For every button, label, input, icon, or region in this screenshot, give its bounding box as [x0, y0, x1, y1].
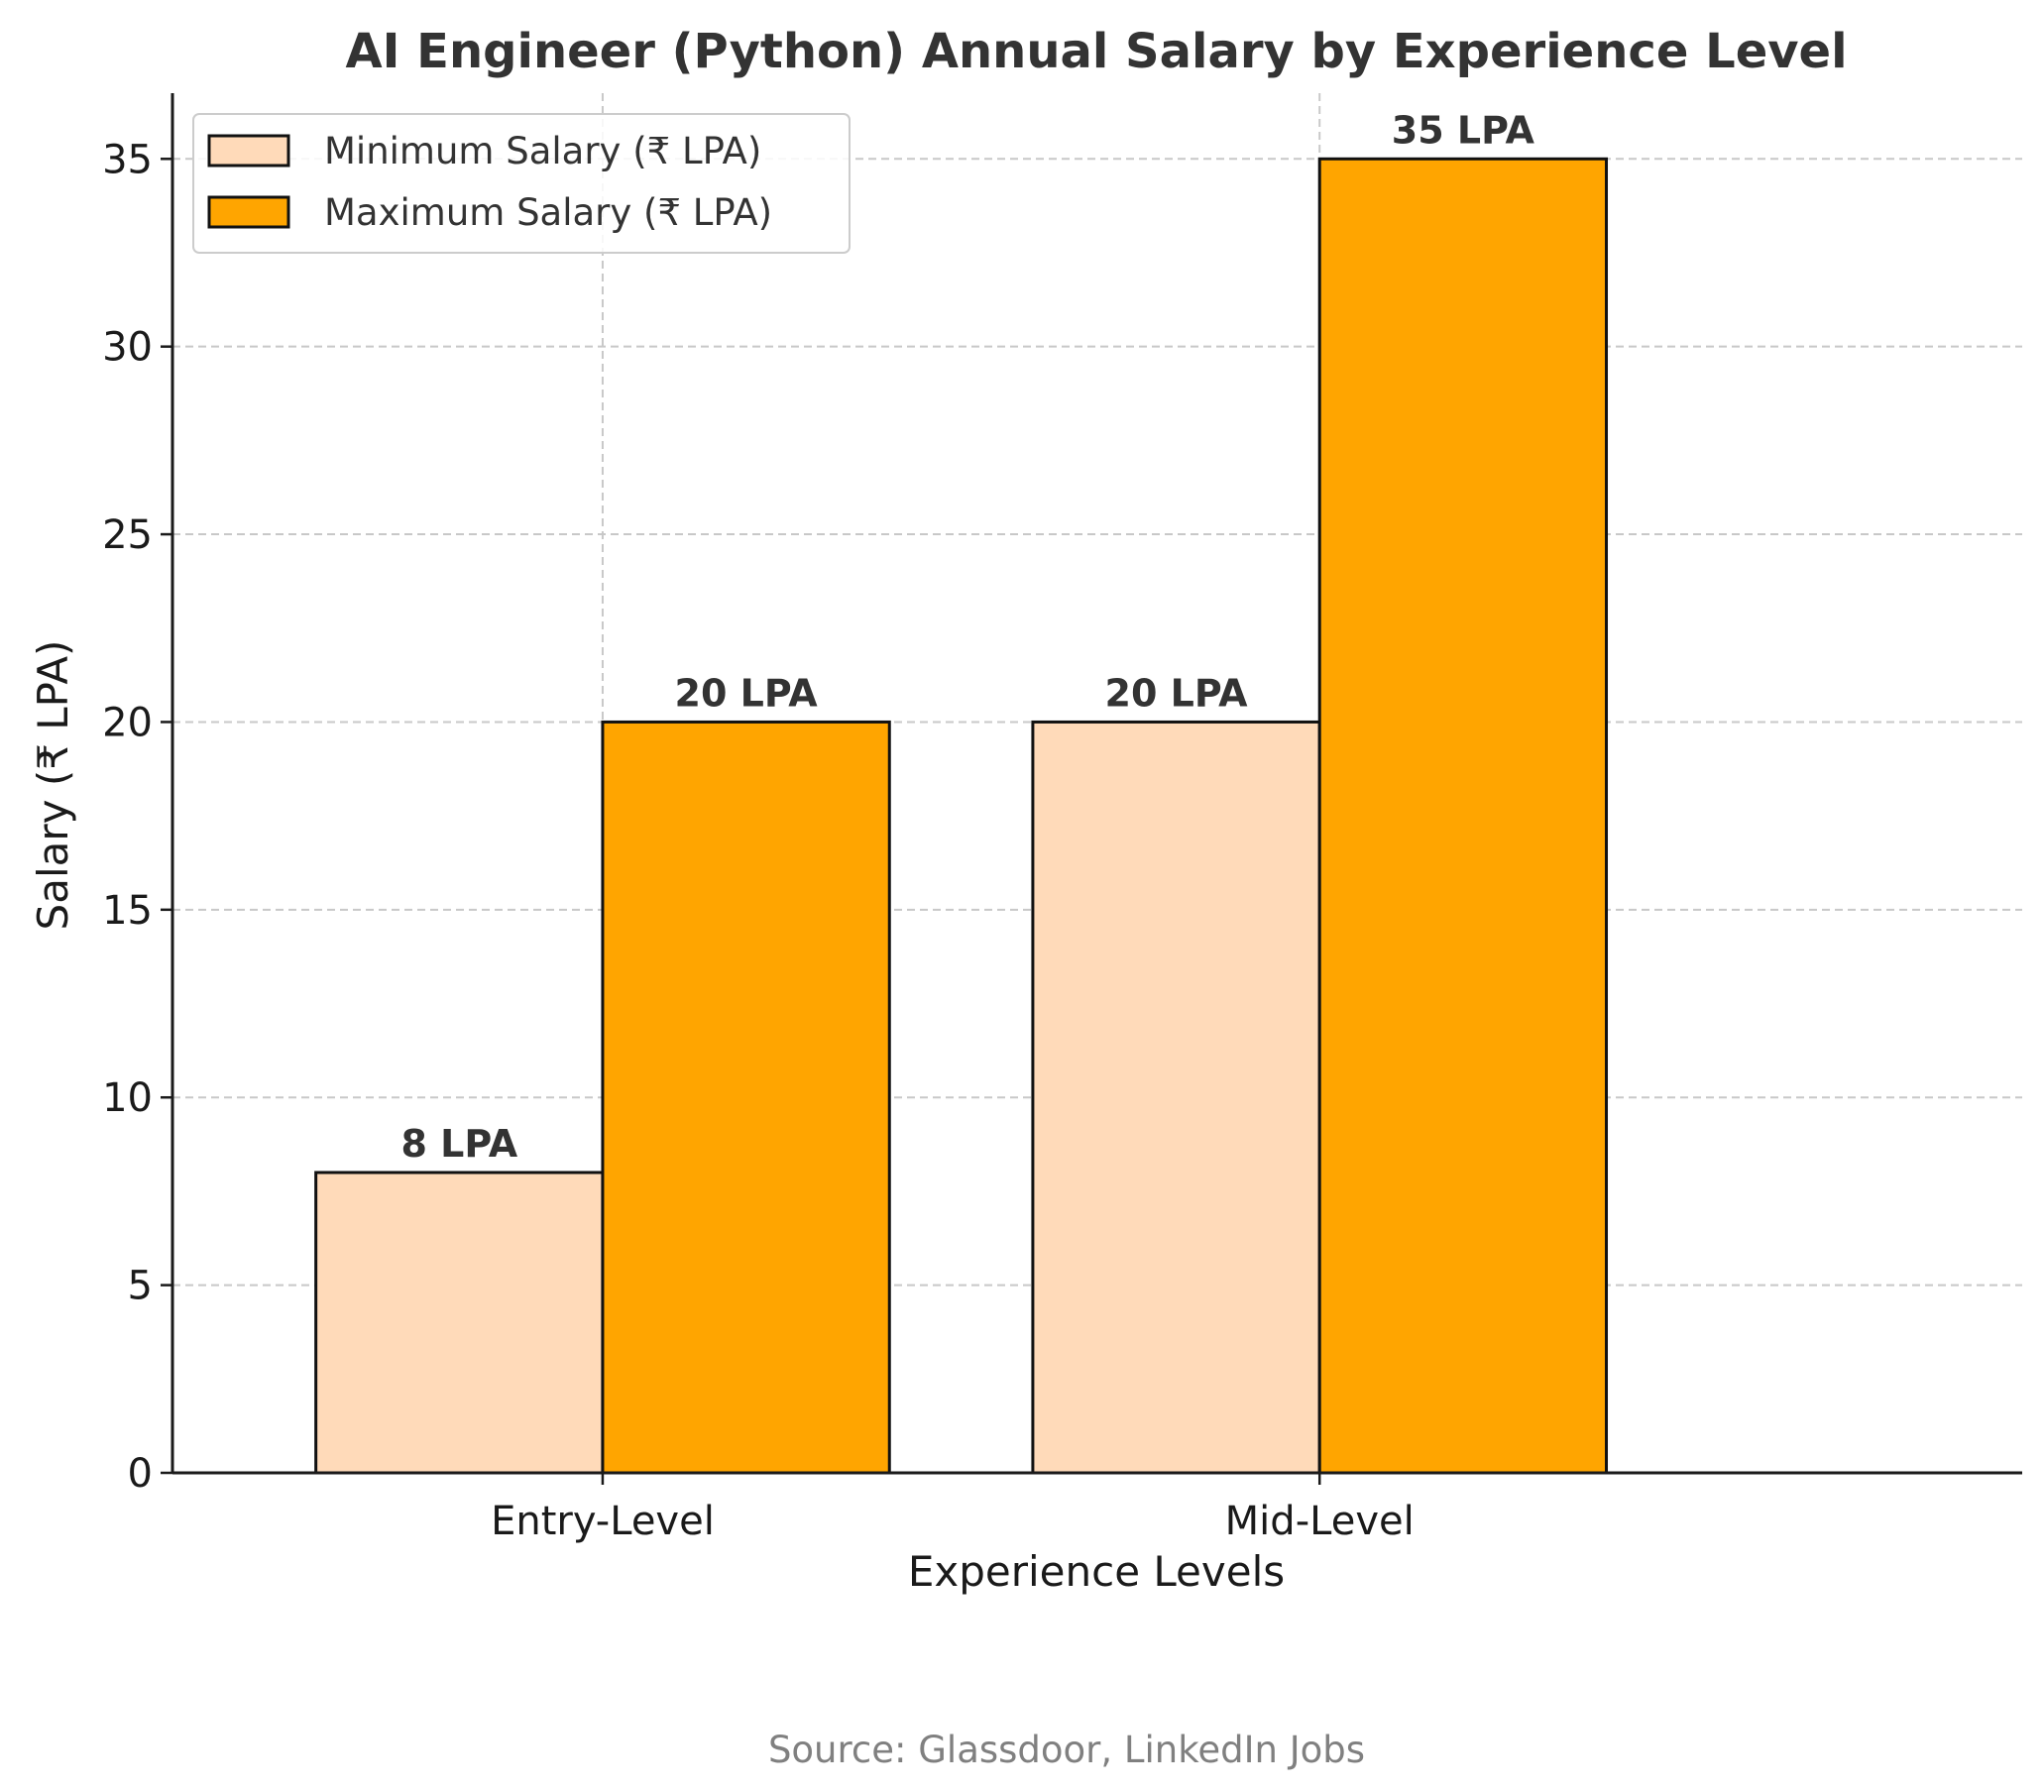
y-tick-label: 25 [102, 512, 153, 558]
legend-label: Minimum Salary (₹ LPA) [324, 130, 761, 172]
bar-value-label: 35 LPA [1392, 108, 1535, 152]
y-axis-label: Salary (₹ LPA) [29, 640, 77, 931]
legend-swatch [207, 134, 290, 168]
axes-group [170, 93, 2022, 1475]
x-tick-label: Mid-Level [1225, 1499, 1415, 1544]
y-tick-label: 30 [102, 325, 153, 371]
chart-title: AI Engineer (Python) Annual Salary by Ex… [345, 24, 1847, 79]
y-tick-label: 20 [102, 700, 153, 745]
source-note: Source: Glassdoor, LinkedIn Jobs [768, 1729, 1365, 1771]
y-tick-label: 15 [102, 888, 153, 934]
legend: Minimum Salary (₹ LPA) Maximum Salary (₹ … [192, 113, 851, 254]
x-tick-label: Entry-Level [491, 1499, 715, 1544]
legend-swatch [207, 195, 290, 229]
y-ticks-group: 0 5 10 15 20 25 30 35 [102, 137, 172, 1497]
bars-group [314, 157, 1609, 1475]
x-axis-label: Experience Levels [908, 1547, 1285, 1596]
bar-value-label: 20 LPA [675, 671, 819, 715]
x-ticks-group: Entry-Level Mid-Level [491, 1473, 1415, 1544]
bar [1031, 720, 1321, 1475]
y-tick-label: 0 [128, 1451, 153, 1497]
bar [1317, 157, 1609, 1475]
y-tick-label: 35 [102, 137, 153, 182]
bar [314, 1171, 605, 1475]
bar [601, 720, 891, 1475]
legend-label: Maximum Salary (₹ LPA) [324, 191, 772, 234]
y-tick-label: 10 [102, 1075, 153, 1121]
y-tick-label: 5 [128, 1264, 153, 1309]
legend-box [192, 113, 851, 254]
bar-value-label: 8 LPA [400, 1122, 517, 1166]
bar-value-label: 20 LPA [1105, 671, 1249, 715]
bar-labels-group: 8 LPA 20 LPA 20 LPA 35 LPA [400, 108, 1534, 1166]
